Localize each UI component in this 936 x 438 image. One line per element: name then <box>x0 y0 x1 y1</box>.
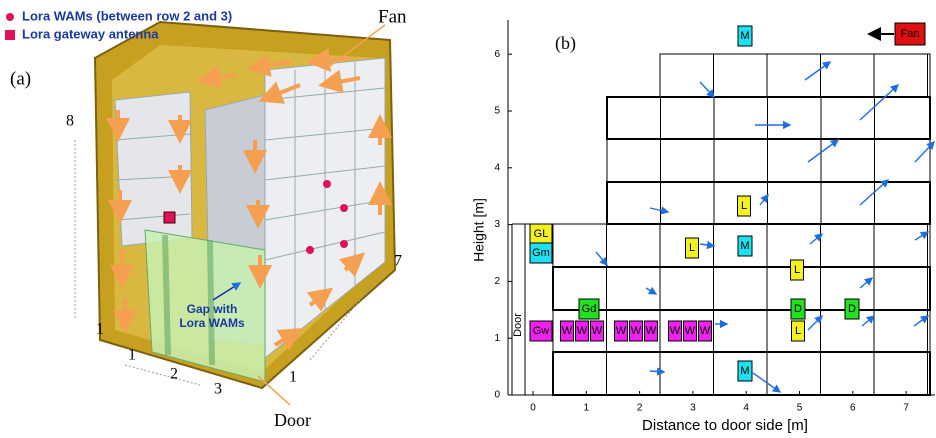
rack-row <box>553 267 930 310</box>
rack-row <box>660 54 930 97</box>
x-tick-label: 4 <box>743 403 749 414</box>
panel-label: (b) <box>555 33 576 54</box>
y-tick-label: 2 <box>494 276 500 287</box>
airflow-arrow <box>860 85 898 120</box>
sensor-tag-label: GL <box>534 228 549 240</box>
airflow-arrow <box>805 62 830 80</box>
sensor-tag-label: Gw <box>533 325 550 337</box>
sensor-tag-label: L <box>795 325 801 337</box>
sensor-tag-label: W <box>592 325 603 337</box>
sensor-tag-label: M <box>740 30 749 42</box>
airflow-arrow <box>808 140 838 162</box>
airflow-arrow <box>650 371 664 372</box>
airflow-arrow <box>915 142 934 162</box>
rack-grid <box>553 54 930 395</box>
sensor-tag-label: W <box>685 325 696 337</box>
airflow-arrow <box>760 195 768 205</box>
sensor-tag-label: Gd <box>582 303 597 315</box>
airflow-arrow <box>646 288 656 294</box>
gap-label: Lora WAMs <box>179 316 245 330</box>
dimension-label: 8 <box>66 113 74 130</box>
sensor-tag-label: W <box>646 325 657 337</box>
door-label: Door <box>274 410 311 430</box>
legend-label: Lora WAMs (between row 2 and 3) <box>22 8 232 23</box>
sensor-tag-label: M <box>740 365 749 377</box>
dimension-label: 1 <box>289 369 297 386</box>
sensor-tag-label: W <box>670 325 681 337</box>
rack-row <box>607 97 930 139</box>
airflow-arrow <box>808 316 822 330</box>
airflow-arrow <box>650 208 668 212</box>
airflow-arrow <box>596 252 607 265</box>
dimension-label: 3 <box>214 381 222 398</box>
sensor-tag-label: D <box>848 303 856 315</box>
y-tick-label: 5 <box>494 106 500 117</box>
sensor-tag-label: W <box>562 325 573 337</box>
dimension-label: 1 <box>128 347 136 364</box>
airflow-arrow <box>700 244 714 246</box>
sensor-tag-label: W <box>577 325 588 337</box>
page: Lora WAMs (between row 2 and 3) Lora gate… <box>0 0 936 438</box>
x-tick-label: 1 <box>584 403 590 414</box>
legend-label: Lora gateway antenna <box>22 26 159 41</box>
gap-label: Gap with <box>187 302 238 316</box>
dimension-label: 1 <box>96 321 104 338</box>
dimension-label: 7 <box>394 253 402 270</box>
x-tick-label: 5 <box>797 403 803 414</box>
y-tick-label: 1 <box>494 333 500 344</box>
rack-row <box>607 182 930 224</box>
fan-label: Fan <box>378 6 407 27</box>
warehouse-illustration <box>75 22 395 405</box>
x-tick-label: 3 <box>690 403 696 414</box>
figure: Lora WAMs (between row 2 and 3) Lora gate… <box>0 0 936 438</box>
x-tick-label: 2 <box>637 403 643 414</box>
sensor-tag-label: L <box>741 200 747 212</box>
x-axis-label: Distance to door side [m] <box>642 417 808 434</box>
x-tick-label: 0 <box>530 403 536 414</box>
sensor-tag-label: L <box>794 264 800 276</box>
sensor-tag-label: W <box>700 325 711 337</box>
panel-label: (a) <box>10 68 31 89</box>
sensor-tag-label: D <box>794 303 802 315</box>
y-axis-label: Height [m] <box>471 198 487 262</box>
airflow-arrow <box>860 278 872 288</box>
airflow-arrow <box>915 232 928 240</box>
airflow-arrow <box>914 316 928 326</box>
sensor-tag-label: W <box>631 325 642 337</box>
y-tick-label: 0 <box>494 390 500 401</box>
rack-row <box>607 139 930 182</box>
fan-tag: Fan <box>901 28 920 40</box>
y-tick-label: 6 <box>494 49 500 60</box>
legend-marker <box>5 30 15 40</box>
x-tick-label: 7 <box>903 403 909 414</box>
sensor-tag-label: W <box>616 325 627 337</box>
sensor-tag-label: M <box>740 240 749 252</box>
x-tick-label: 6 <box>850 403 856 414</box>
sensor-tag-label: Gm <box>532 247 550 259</box>
door-label: Door <box>512 313 524 337</box>
y-tick-label: 4 <box>494 162 500 173</box>
sensor-tag-label: L <box>689 242 695 254</box>
airflow-arrow <box>862 316 874 326</box>
legend-marker <box>6 13 14 21</box>
dimension-label: 2 <box>170 366 178 383</box>
airflow-arrow <box>700 82 714 97</box>
y-tick-label: 3 <box>494 219 500 230</box>
